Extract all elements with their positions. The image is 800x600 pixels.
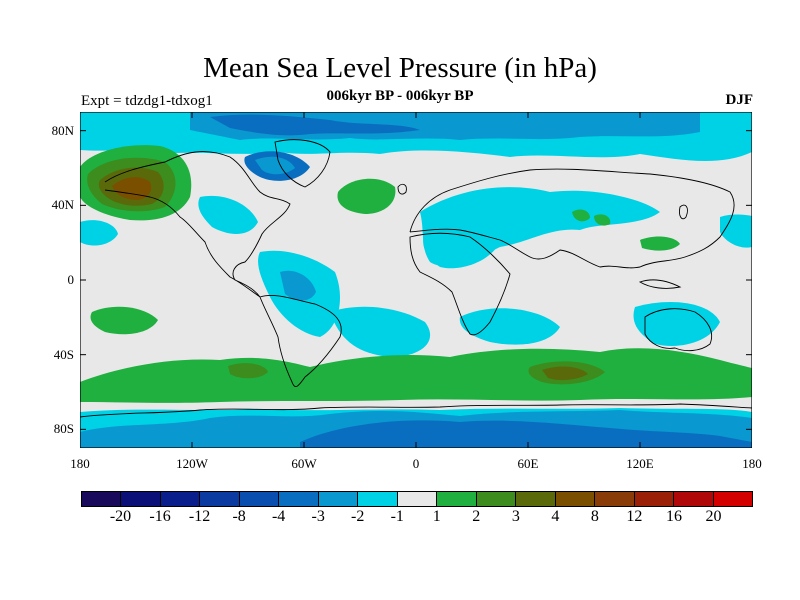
- north-america-coast: [104, 151, 291, 298]
- colorbar-label: 1: [432, 508, 441, 525]
- lon-label: 180: [742, 456, 762, 471]
- arctic-core-zone: [210, 114, 420, 136]
- southern-positive-band: [80, 348, 752, 403]
- colorbar-swatch: [397, 492, 438, 506]
- british-isles-coast: [397, 183, 407, 195]
- colorbar-swatch: [121, 492, 161, 506]
- colorbar-label: 8: [590, 508, 599, 525]
- indonesia-coast: [638, 279, 682, 289]
- north-atlantic-high: [337, 178, 396, 214]
- colorbar-label: 20: [705, 508, 722, 525]
- colorbar-swatch: [595, 492, 635, 506]
- lon-label: 60E: [517, 456, 539, 471]
- colorbar-swatch: [239, 492, 280, 506]
- lat-label: 0: [67, 272, 75, 287]
- australia-coast: [644, 308, 713, 352]
- south-pacific-positive: [90, 306, 158, 335]
- lon-label: 0: [412, 456, 420, 471]
- colorbar-swatch: [555, 492, 596, 506]
- greenland-low-inner: [255, 156, 295, 175]
- lat-label: 40S: [53, 346, 74, 362]
- tibet-positive-1: [572, 209, 590, 222]
- lon-label: 60W: [291, 456, 317, 471]
- colorbar-label: -20: [109, 508, 132, 525]
- pacific-negative-west: [80, 220, 118, 246]
- indian-ocean-negative: [459, 308, 560, 345]
- colorbar-label: 16: [665, 508, 682, 525]
- colorbar-swatch: [713, 492, 752, 506]
- pressure-map: [79, 111, 753, 449]
- colorbar-swatch: [634, 492, 675, 506]
- africa-coast: [409, 232, 511, 336]
- coastlines: [79, 139, 753, 418]
- north-africa-negative: [423, 226, 500, 269]
- colorbar-swatch: [358, 492, 398, 506]
- map-svg: [79, 111, 753, 449]
- north-pacific-high-center: [112, 177, 152, 200]
- colorbar: [81, 491, 753, 507]
- colorbar-label: 2: [472, 508, 481, 525]
- atlantic-negative: [198, 195, 258, 234]
- greenland-coast: [274, 139, 331, 188]
- colorbar-swatch: [674, 492, 714, 506]
- colorbar-label: -12: [188, 508, 211, 525]
- pacific-negative-east: [720, 214, 752, 248]
- southeast-asia-positive: [640, 236, 680, 251]
- lon-label: 120W: [176, 456, 208, 471]
- colorbar-swatch: [476, 492, 517, 506]
- south-america-deeper: [280, 270, 316, 301]
- lat-label: 40N: [51, 197, 74, 213]
- colorbar-label: -16: [149, 508, 171, 525]
- colorbar-swatch: [82, 492, 122, 506]
- antarctic-core: [300, 420, 752, 448]
- eurasia-coast: [409, 168, 735, 269]
- season-label: DJF: [725, 92, 754, 108]
- colorbar-label: -2: [351, 508, 365, 525]
- chart-subtitle: 006kyr BP - 006kyr BP: [326, 88, 474, 104]
- australia-negative: [633, 302, 720, 346]
- south-atlantic-negative: [330, 306, 431, 357]
- colorbar-label: -3: [311, 508, 325, 525]
- colorbar-swatch: [516, 492, 556, 506]
- southern-positive-core-west: [228, 363, 268, 379]
- lon-label: 180: [70, 456, 90, 471]
- lon-label: 120E: [626, 456, 654, 471]
- japan-coast: [679, 204, 688, 220]
- tibet-positive-2: [594, 214, 611, 226]
- colorbar-label: -1: [390, 508, 404, 525]
- colorbar-swatch: [200, 492, 240, 506]
- southern-positive-center-east: [542, 366, 588, 381]
- colorbar-label: -8: [232, 508, 246, 525]
- south-america-coast: [259, 294, 342, 388]
- colorbar-swatch: [279, 492, 319, 506]
- colorbar-label: -4: [271, 508, 286, 525]
- lat-label: 80N: [51, 122, 74, 138]
- chart-title: Mean Sea Level Pressure (in hPa): [203, 52, 597, 84]
- colorbar-swatch: [160, 492, 201, 506]
- colorbar-label: 4: [551, 508, 560, 525]
- colorbar-label: 3: [511, 508, 520, 525]
- antarctica-coast: [79, 403, 753, 418]
- colorbar-label: 12: [626, 508, 643, 525]
- colorbar-swatch: [437, 492, 477, 506]
- experiment-label: Expt = tdzdg1-tdxog1: [81, 93, 213, 109]
- lat-label: 80S: [53, 421, 74, 437]
- colorbar-swatch: [318, 492, 359, 506]
